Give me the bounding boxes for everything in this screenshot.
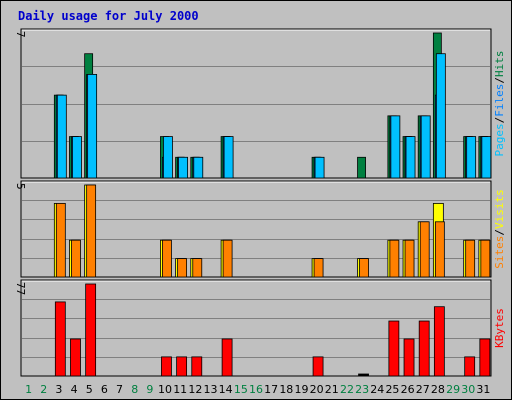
x-tick-label: 20 [310,383,324,396]
kbytes-bar [433,306,445,377]
x-tick-label: 16 [249,383,263,396]
legend-entry: / [493,117,506,124]
legend-entry: / [493,77,506,84]
sites-bar [389,239,400,278]
kbytes-bar [418,320,430,377]
sites-bar [404,239,415,278]
y-max-label: 7 [14,31,27,38]
pages-bar [481,136,492,179]
x-tick-label: 17 [264,383,278,396]
y-max-label: 77 [14,282,27,295]
sites-bar [192,258,203,278]
x-tick-label: 15 [234,383,248,396]
pages-bar [178,156,189,179]
kbytes-bar [161,356,172,377]
pages-bar [466,136,477,179]
legend-label: KBytes [493,308,506,348]
legend-entry: KBytes [493,308,506,348]
sites-bar [222,239,233,278]
x-tick-label: 1 [25,383,32,396]
x-tick-label: 18 [279,383,293,396]
sites-bar [71,239,81,278]
x-tick-label: 25 [385,383,399,396]
pages-bar [163,136,173,179]
x-tick-label: 13 [204,383,218,396]
sites-bar [465,239,476,278]
legend-entry: Files [493,84,506,117]
pages-bar [420,115,431,179]
x-tick-label: 26 [401,383,415,396]
legend-entry: Visits [493,189,506,229]
sites-bar [177,258,188,278]
sites-bar [434,221,445,278]
kbytes-bar [85,283,97,377]
kbytes-bar [403,338,415,377]
pages-bar [223,136,234,179]
pages-bar [193,156,204,179]
x-tick-label: 4 [71,383,78,396]
chart-title: Daily usage for July 2000 [18,9,199,23]
legend-label: Sites/Visits [493,189,506,269]
x-tick-label: 6 [101,383,108,396]
kbytes-bar [479,338,491,377]
x-tick-label: 19 [294,383,308,396]
sites-bar [55,202,66,278]
hits-bar [357,156,366,179]
y-max-label: 5 [14,183,27,190]
kbytes-bar [191,356,203,377]
legend-entry: Pages [493,123,506,156]
x-tick-label: 31 [476,383,490,396]
x-tick-label: 7 [116,383,123,396]
x-tick-label: 5 [86,383,93,396]
pages-bar [72,136,82,179]
x-tick-label: 9 [146,383,153,396]
pages-bar [56,94,67,179]
sites-bar [359,258,369,278]
kbytes-bar [221,338,233,377]
sites-bar [86,184,97,278]
x-tick-label: 23 [355,383,369,396]
x-tick-label: 8 [131,383,138,396]
pages-bar [314,156,325,179]
x-tick-label: 10 [158,383,172,396]
pages-bar [87,74,98,179]
kbytes-bar [312,356,324,377]
x-tick-label: 3 [55,383,62,396]
panel-background [20,180,492,278]
legend-entry: Hits [493,51,506,78]
sites-bar [480,239,491,278]
legend-entry: / [493,229,506,236]
x-tick-label: 21 [325,383,339,396]
x-tick-label: 27 [416,383,430,396]
kbytes-bar [70,338,81,377]
pages-bar [390,115,401,179]
x-tick-label: 30 [461,383,475,396]
kbytes-bar [358,373,369,377]
legend-label: Pages/Files/Hits [493,51,506,157]
x-tick-label: 12 [188,383,202,396]
x-tick-label: 29 [446,383,460,396]
pages-bar [405,136,416,179]
x-tick-label: 28 [431,383,445,396]
x-tick-label: 14 [219,383,233,396]
pages-bar [435,53,446,179]
x-tick-label: 22 [340,383,354,396]
kbytes-bar [464,356,476,377]
kbytes-bar [54,301,66,377]
x-tick-label: 24 [370,383,384,396]
x-tick-label: 2 [40,383,47,396]
kbytes-bar [388,320,400,377]
kbytes-bar [176,356,188,377]
x-tick-label: 11 [173,383,187,396]
sites-bar [313,258,324,278]
legend-entry: Sites [493,236,506,269]
sites-bar [162,239,172,278]
sites-bar [419,221,430,278]
